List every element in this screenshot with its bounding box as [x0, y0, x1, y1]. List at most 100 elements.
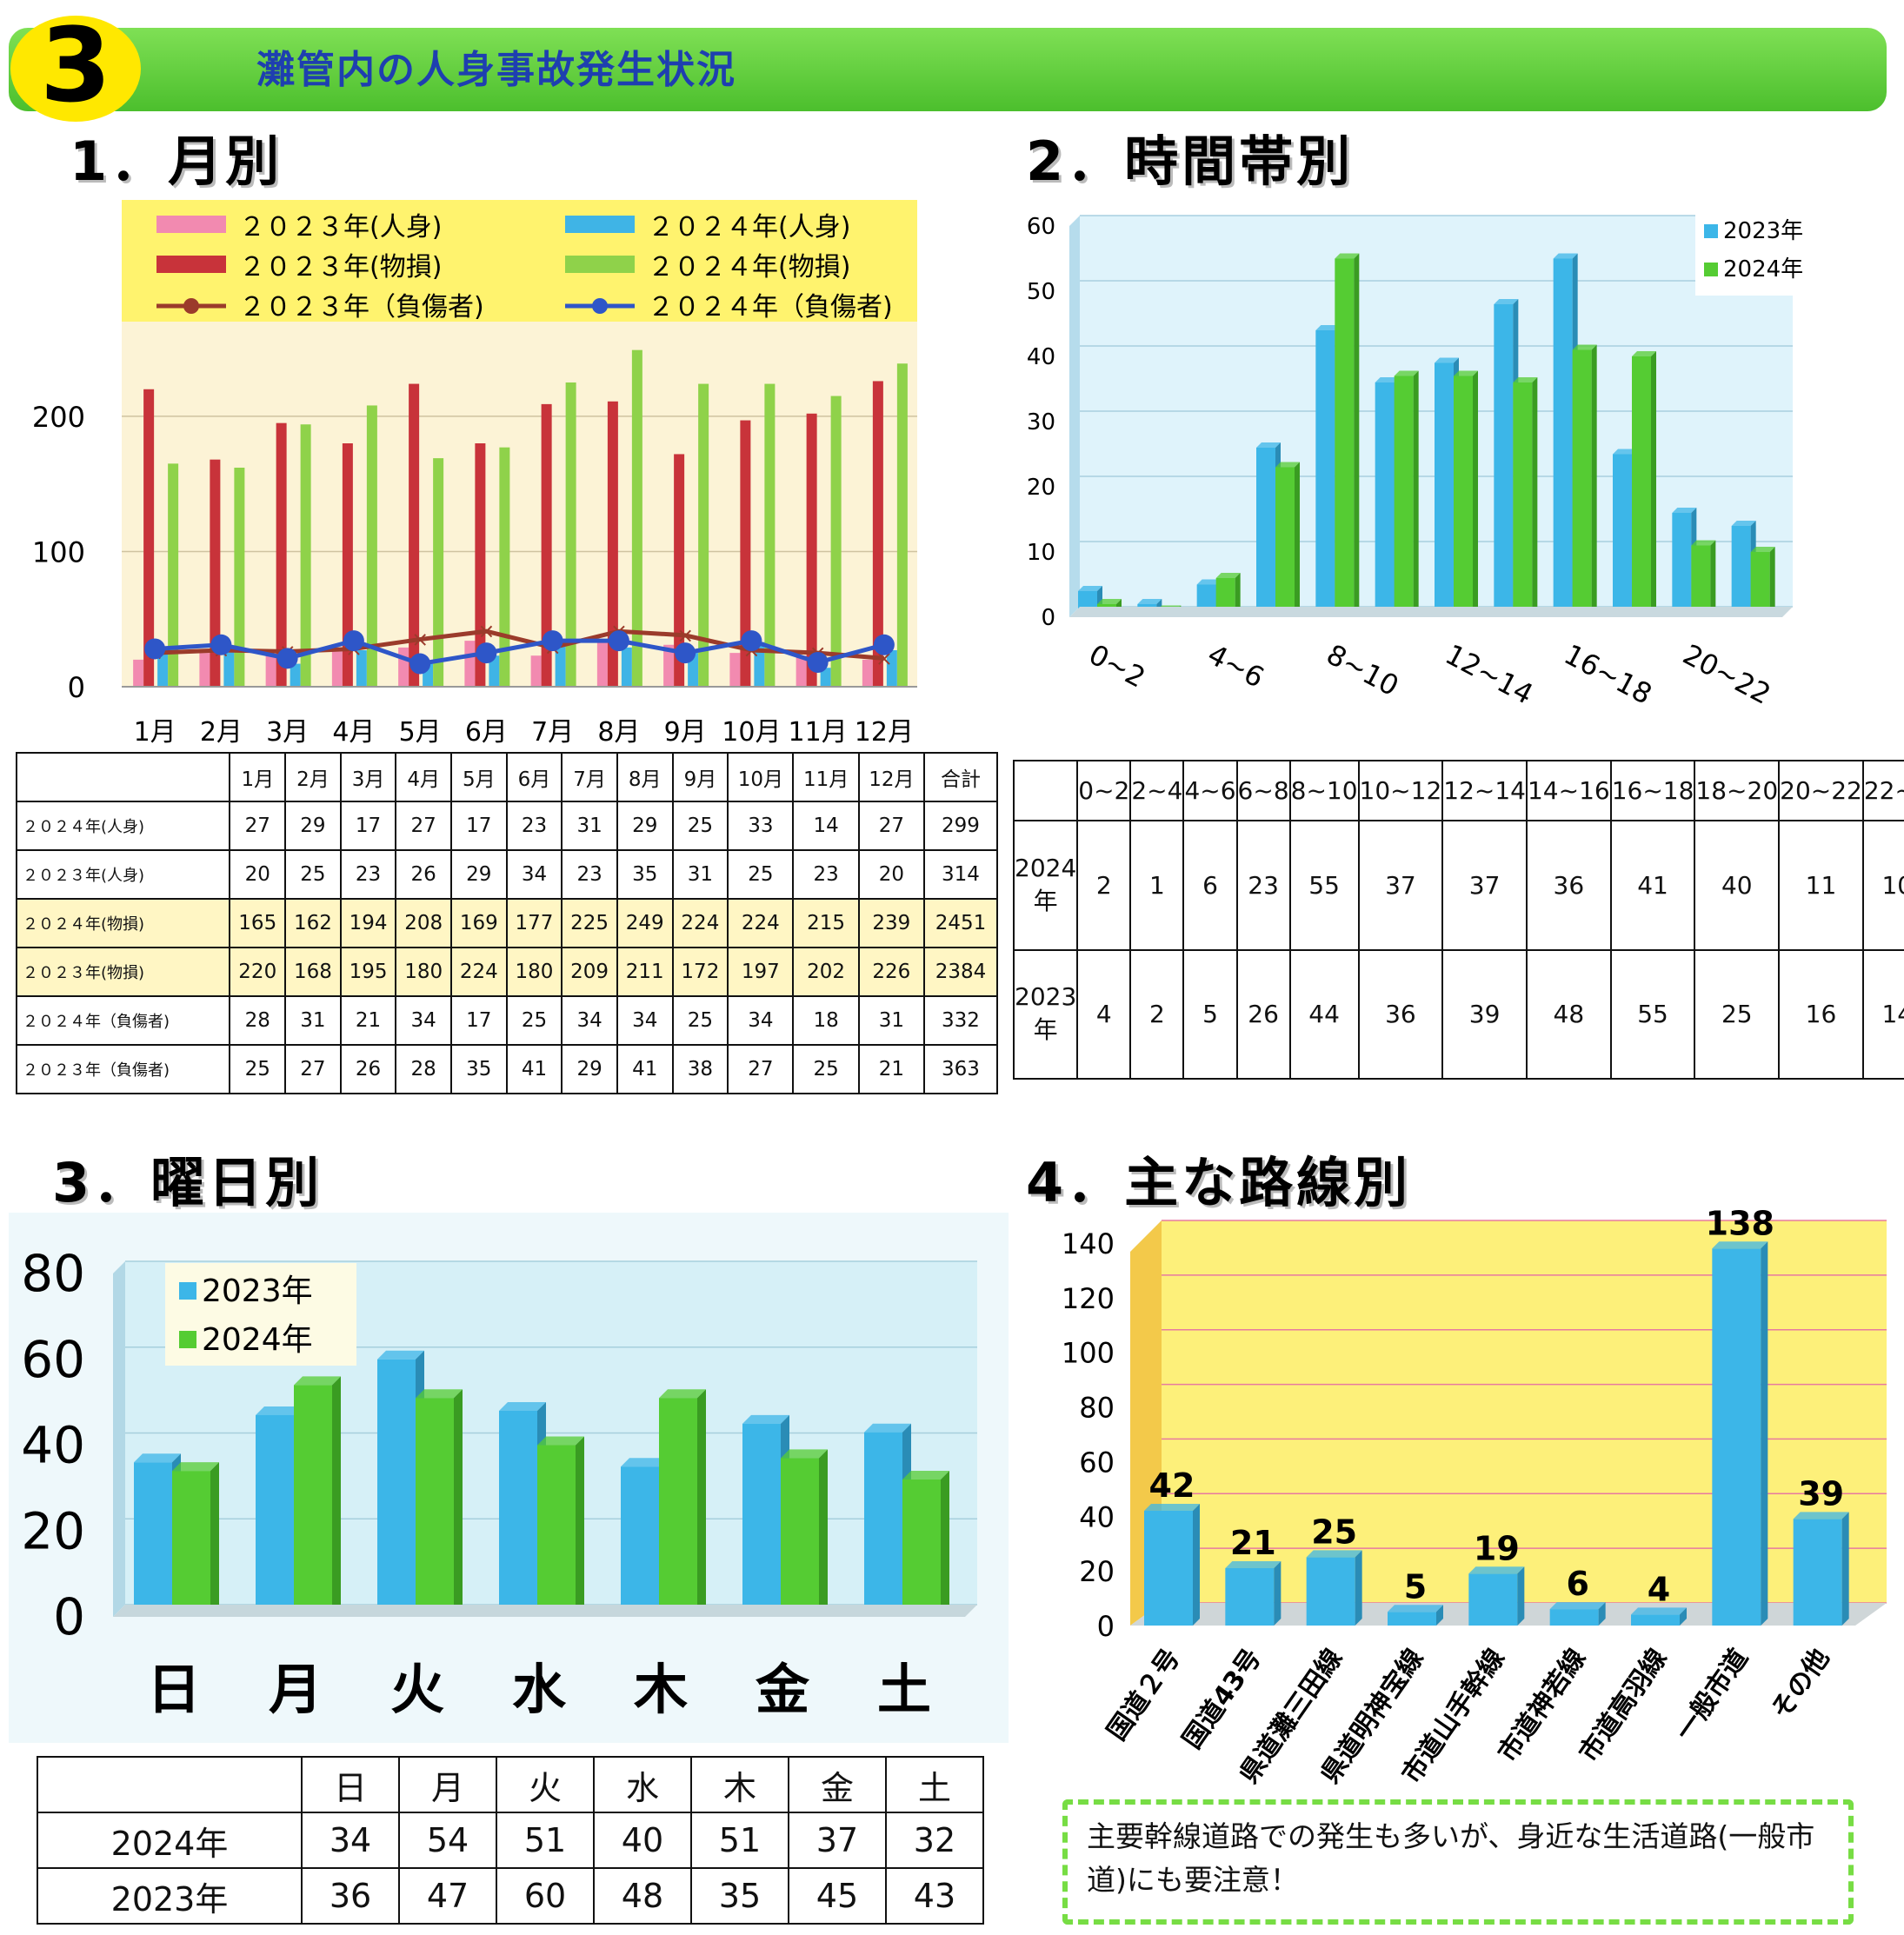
table-cell: 4 [1076, 948, 1132, 1081]
bar-2023-top [1196, 579, 1222, 585]
data-label: 4 [1648, 1570, 1670, 1608]
table-cell: 194 [339, 898, 397, 948]
x-tick-label: その他 [1766, 1644, 1835, 1726]
table-cell: 26 [1235, 948, 1291, 1081]
bar-2023-top [1494, 299, 1519, 304]
section-title-weekday: 3．曜日別 [52, 1151, 323, 1214]
data-label: 25 [1311, 1513, 1357, 1551]
table-cell: 40 [592, 1812, 692, 1869]
table-cell: 60 [496, 1867, 595, 1925]
table-cell: 197 [727, 947, 795, 997]
x-tick-label: 火 [390, 1658, 444, 1721]
row-label: ２０２３年(物損) [15, 947, 231, 997]
table-cell: 45 [787, 1867, 887, 1925]
bar-2024 [1275, 462, 1300, 617]
table-cell: 220 [229, 947, 287, 997]
bar-２０２４年(物損) [698, 383, 709, 687]
bar-2024-face [1691, 545, 1711, 617]
bar-2024-face [1632, 356, 1651, 617]
table-cell: 211 [616, 947, 674, 997]
table-header-cell: 6~8 [1235, 759, 1291, 822]
bar-２０２３年(物損) [541, 403, 552, 687]
bar-2024 [172, 1462, 219, 1617]
table-cell: 51 [496, 1812, 595, 1869]
x-tick-label: 12月 [855, 717, 914, 748]
bar-2024-top [1691, 540, 1716, 546]
table-cell: 5 [1182, 948, 1238, 1081]
bar-2023-top [1731, 521, 1756, 526]
legend-background [122, 200, 917, 322]
bar-2024-side [1769, 547, 1775, 617]
table-cell: 25 [671, 995, 729, 1046]
bar-2024-face [1275, 467, 1295, 617]
legend-label: ２０２４年（負傷者) [648, 292, 893, 322]
table-cell: 43 [884, 1867, 985, 1925]
bar-2024-face [781, 1458, 819, 1617]
bar-２０２３年(物損) [607, 401, 618, 687]
table-cell: 21 [339, 995, 397, 1046]
table-header-cell: 9月 [671, 752, 729, 802]
table-header-row: 0~2 2~4 4~6 6~8 8~10 10~12 12~14 14~16 16~18 18~2… [1012, 759, 1904, 822]
bar-2024-top [1454, 370, 1478, 376]
table-header-cell: 20~22 [1778, 759, 1864, 822]
bar-route-top [1468, 1566, 1525, 1574]
bar-２０２４年(物損) [168, 463, 179, 687]
bar-2023-top [1315, 325, 1341, 330]
table-monthly: 1月 2月 3月 4月 5月 6月 7月 8月 9月 10月 11月 12月 合計 ２０２４年(人身) 27… [15, 752, 999, 1094]
bar-2024 [1335, 253, 1360, 617]
table-header-cell: 木 [689, 1756, 789, 1813]
bar-2023-face [1315, 330, 1335, 617]
table-cell: 18 [792, 995, 860, 1046]
bar-route-side [1193, 1504, 1200, 1626]
table-cell: 27 [857, 801, 925, 851]
table-cell: 225 [561, 898, 618, 948]
y-tick-label: 50 [1027, 279, 1055, 305]
table-header-cell: 水 [592, 1756, 692, 1813]
y-tick-label: 40 [21, 1416, 85, 1475]
bar-2024-top [1335, 253, 1360, 259]
bar-2024-top [1097, 599, 1122, 604]
line-２０２３年（負傷者) [155, 628, 885, 661]
table-cell: 33 [727, 801, 795, 851]
marker-２０２４年（負傷者) [210, 634, 232, 655]
marker-２０２４年（負傷者) [476, 642, 497, 664]
table-cell: 28 [395, 1044, 452, 1094]
bar-route [1793, 1512, 1849, 1626]
table-cell: 215 [792, 898, 860, 948]
bar-２０２４年(物損) [631, 349, 642, 687]
bar-2024-top [416, 1389, 463, 1399]
legend-label: ２０２４年(人身) [648, 212, 850, 243]
bar-route-side [1761, 1241, 1768, 1626]
table-header-cell: 1月 [229, 752, 287, 802]
bar-2023-top [1375, 377, 1400, 382]
row-label: ２０２４年(人身) [15, 801, 231, 851]
bar-２０２４年(物損) [300, 424, 311, 687]
table-cell: 35 [450, 1044, 508, 1094]
bar-２０２４年(物損) [366, 405, 377, 687]
table-cell: 34 [616, 995, 674, 1046]
bar-２０２４年(物損) [830, 396, 842, 687]
table-cell: 2 [1129, 948, 1185, 1081]
bar-2024-side [1710, 540, 1716, 617]
table-cell: 20 [857, 849, 925, 900]
bar-2024-top [537, 1436, 584, 1446]
y-tick-label: 10 [1027, 540, 1055, 566]
marker-２０２４年（負傷者) [343, 630, 364, 652]
x-tick-label: 11月 [789, 717, 848, 748]
plot-floor [1069, 607, 1793, 617]
y-tick-label: 30 [1027, 409, 1055, 436]
bar-2024-face [1572, 349, 1592, 617]
x-tick-label: 6月 [465, 717, 508, 748]
table-header-cell: 日 [301, 1756, 401, 1813]
data-label: 19 [1474, 1529, 1520, 1567]
table-cell: 27 [284, 1044, 342, 1094]
x-tick-label: 5月 [399, 717, 442, 748]
row-label: ２０２３年(人身) [15, 849, 231, 900]
bar-2024-top [1275, 462, 1300, 468]
marker-２０２４年（負傷者) [144, 638, 166, 660]
plot-side-wall [113, 1261, 125, 1617]
bar-route [1631, 1607, 1687, 1626]
legend-label: 2023年 [1723, 218, 1803, 244]
bar-2023-top [1256, 442, 1281, 448]
table-row: 2024年216235537373641401110 [1012, 820, 1904, 951]
